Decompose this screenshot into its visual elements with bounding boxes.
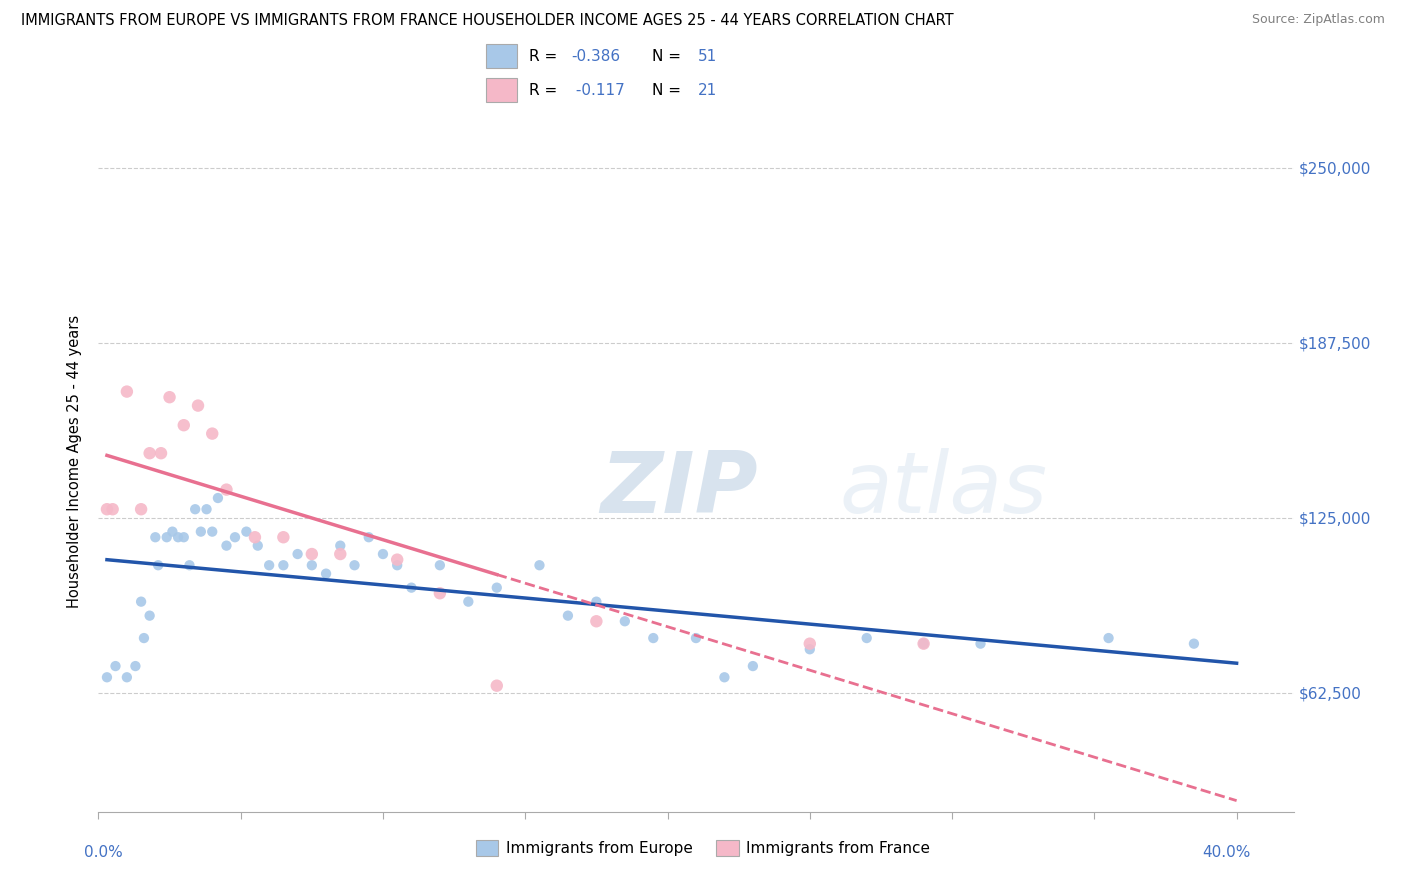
Point [215, 539, 238, 553]
Point [224, 530, 246, 544]
Text: IMMIGRANTS FROM EUROPE VS IMMIGRANTS FROM FRANCE HOUSEHOLDER INCOME AGES 25 - 44: IMMIGRANTS FROM EUROPE VS IMMIGRANTS FRO… [21, 13, 953, 29]
Point [301, 547, 323, 561]
Point [969, 637, 991, 651]
Point [129, 595, 152, 609]
Point [401, 581, 423, 595]
Point [150, 446, 173, 460]
Point [207, 491, 229, 505]
Text: N =: N = [652, 83, 686, 98]
Point [343, 558, 366, 573]
Point [371, 547, 394, 561]
Text: N =: N = [652, 49, 686, 63]
Point [159, 390, 181, 404]
Point [685, 631, 707, 645]
Point [585, 614, 607, 628]
Text: R =: R = [529, 83, 562, 98]
Point [912, 637, 935, 651]
Point [301, 558, 323, 573]
Point [187, 399, 209, 413]
Point [1182, 637, 1205, 651]
Point [385, 552, 409, 566]
Point [167, 530, 190, 544]
Point [329, 539, 352, 553]
Point [457, 595, 479, 609]
Point [741, 659, 763, 673]
Y-axis label: Householder Income Ages 25 - 44 years: Householder Income Ages 25 - 44 years [67, 315, 83, 608]
Point [235, 524, 257, 539]
Point [357, 530, 380, 544]
Point [485, 581, 508, 595]
Text: Source: ZipAtlas.com: Source: ZipAtlas.com [1251, 13, 1385, 27]
Point [115, 670, 138, 684]
Point [257, 558, 280, 573]
Text: 51: 51 [697, 49, 717, 63]
Point [201, 524, 224, 539]
Point [129, 502, 152, 516]
Point [143, 530, 166, 544]
Text: atlas: atlas [839, 448, 1047, 531]
Point [195, 502, 218, 516]
Point [799, 642, 821, 657]
Point [385, 558, 409, 573]
Point [101, 502, 124, 516]
Point [912, 637, 935, 651]
Point [329, 547, 352, 561]
Point [557, 608, 579, 623]
FancyBboxPatch shape [486, 44, 517, 69]
Point [124, 659, 146, 673]
Text: 40.0%: 40.0% [1202, 846, 1251, 860]
Point [273, 530, 295, 544]
Point [138, 608, 160, 623]
Text: 21: 21 [697, 83, 717, 98]
Text: ZIP: ZIP [600, 448, 758, 531]
Point [173, 418, 195, 433]
Point [585, 595, 607, 609]
Point [315, 566, 337, 581]
Point [243, 530, 266, 544]
Point [115, 384, 138, 399]
Point [173, 530, 195, 544]
FancyBboxPatch shape [486, 78, 517, 103]
Point [162, 524, 184, 539]
Text: R =: R = [529, 49, 562, 63]
Point [148, 558, 170, 573]
Point [104, 659, 127, 673]
Point [246, 539, 269, 553]
Point [215, 483, 238, 497]
Point [287, 547, 309, 561]
Point [201, 426, 224, 441]
Point [96, 502, 118, 516]
Point [190, 524, 212, 539]
Point [713, 670, 735, 684]
Point [799, 637, 821, 651]
Point [156, 530, 179, 544]
Point [529, 558, 551, 573]
Point [138, 446, 160, 460]
Legend: Immigrants from Europe, Immigrants from France: Immigrants from Europe, Immigrants from … [470, 834, 936, 862]
Text: 0.0%: 0.0% [84, 846, 122, 860]
Point [132, 631, 155, 645]
Point [429, 586, 451, 600]
Text: -0.386: -0.386 [571, 49, 620, 63]
Point [1097, 631, 1119, 645]
Point [643, 631, 665, 645]
Point [429, 558, 451, 573]
Text: -0.117: -0.117 [571, 83, 624, 98]
Point [855, 631, 877, 645]
Point [96, 670, 118, 684]
Point [613, 614, 636, 628]
Point [179, 558, 201, 573]
Point [273, 558, 295, 573]
Point [485, 679, 508, 693]
Point [184, 502, 207, 516]
